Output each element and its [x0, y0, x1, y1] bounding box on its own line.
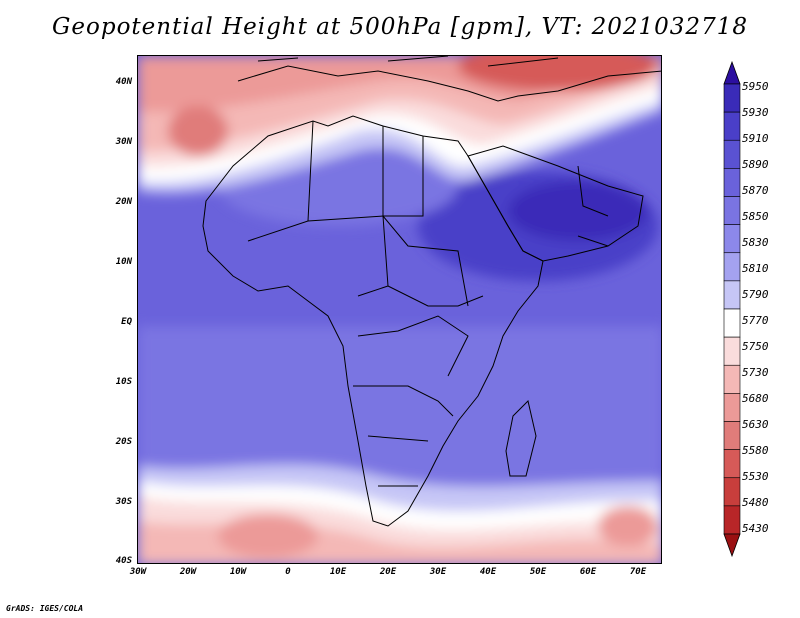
cb-label: 5480	[742, 496, 769, 509]
cb-label: 5530	[742, 470, 769, 483]
cb-label: 5730	[742, 366, 769, 379]
cb-label: 5430	[742, 522, 769, 535]
cb-label: 5790	[742, 288, 769, 301]
lon-label-30w: 30W	[129, 567, 147, 577]
colorbar-segment	[723, 421, 741, 450]
colorbar-segment	[723, 168, 741, 197]
lat-label-30n: 30N	[115, 137, 132, 147]
colorbar-segment	[723, 83, 741, 113]
geopotential-field	[138, 56, 661, 563]
cb-label: 5580	[742, 444, 769, 457]
colorbar-segment	[723, 280, 741, 310]
footer-credit: GrADS: IGES/COLA	[6, 604, 84, 613]
lon-label-20w: 20W	[179, 567, 197, 577]
cb-label: 5810	[742, 262, 769, 275]
lon-label-50e: 50E	[529, 567, 547, 577]
lon-label-70e: 70E	[629, 567, 647, 577]
colorbar-segment	[723, 111, 741, 141]
lon-label-10w: 10W	[229, 567, 247, 577]
colorbar-segment	[723, 364, 741, 394]
cb-label: 5850	[742, 210, 769, 223]
cb-label: 5930	[742, 106, 769, 119]
colorbar-segment	[723, 196, 741, 225]
colorbar-segment	[723, 505, 741, 535]
colorbar-segment	[723, 252, 741, 282]
colorbar-segment	[723, 224, 741, 254]
lon-label-20e: 20E	[379, 567, 397, 577]
lat-label-20n: 20N	[115, 197, 132, 207]
colorbar-top-arrow	[723, 60, 741, 85]
colorbar-segment	[723, 449, 741, 479]
cb-label: 5830	[742, 236, 769, 249]
colorbar-bottom-arrow	[723, 533, 741, 558]
map-title: Geopotential Height at 500hPa [gpm], VT:…	[52, 14, 748, 40]
lat-label-40s: 40S	[115, 556, 132, 566]
lat-label-40n: 40N	[115, 77, 132, 87]
cb-label: 5870	[742, 184, 769, 197]
cb-label: 5680	[742, 392, 769, 405]
colorbar-segment	[723, 336, 741, 366]
cb-label: 5750	[742, 340, 769, 353]
lon-label-0: 0	[285, 567, 291, 577]
cb-label: 5770	[742, 314, 769, 327]
lat-label-30s: 30S	[115, 497, 132, 507]
cb-label: 5950	[742, 80, 769, 93]
lon-label-30e: 30E	[429, 567, 447, 577]
map-panel	[137, 55, 662, 564]
colorbar-segment	[723, 139, 741, 169]
cb-label: 5630	[742, 418, 769, 431]
lat-label-20s: 20S	[115, 437, 132, 447]
lat-label-10s: 10S	[115, 377, 132, 387]
lon-label-60e: 60E	[579, 567, 597, 577]
colorbar-segment	[723, 308, 741, 338]
cb-label: 5910	[742, 132, 769, 145]
colorbar	[723, 60, 741, 558]
colorbar-segment	[723, 477, 741, 507]
lat-label-10n: 10N	[115, 257, 132, 267]
cb-label: 5890	[742, 158, 769, 171]
colorbar-segment	[723, 393, 741, 422]
lat-label-eq: EQ	[121, 317, 132, 327]
lon-label-10e: 10E	[329, 567, 347, 577]
lon-label-40e: 40E	[479, 567, 497, 577]
